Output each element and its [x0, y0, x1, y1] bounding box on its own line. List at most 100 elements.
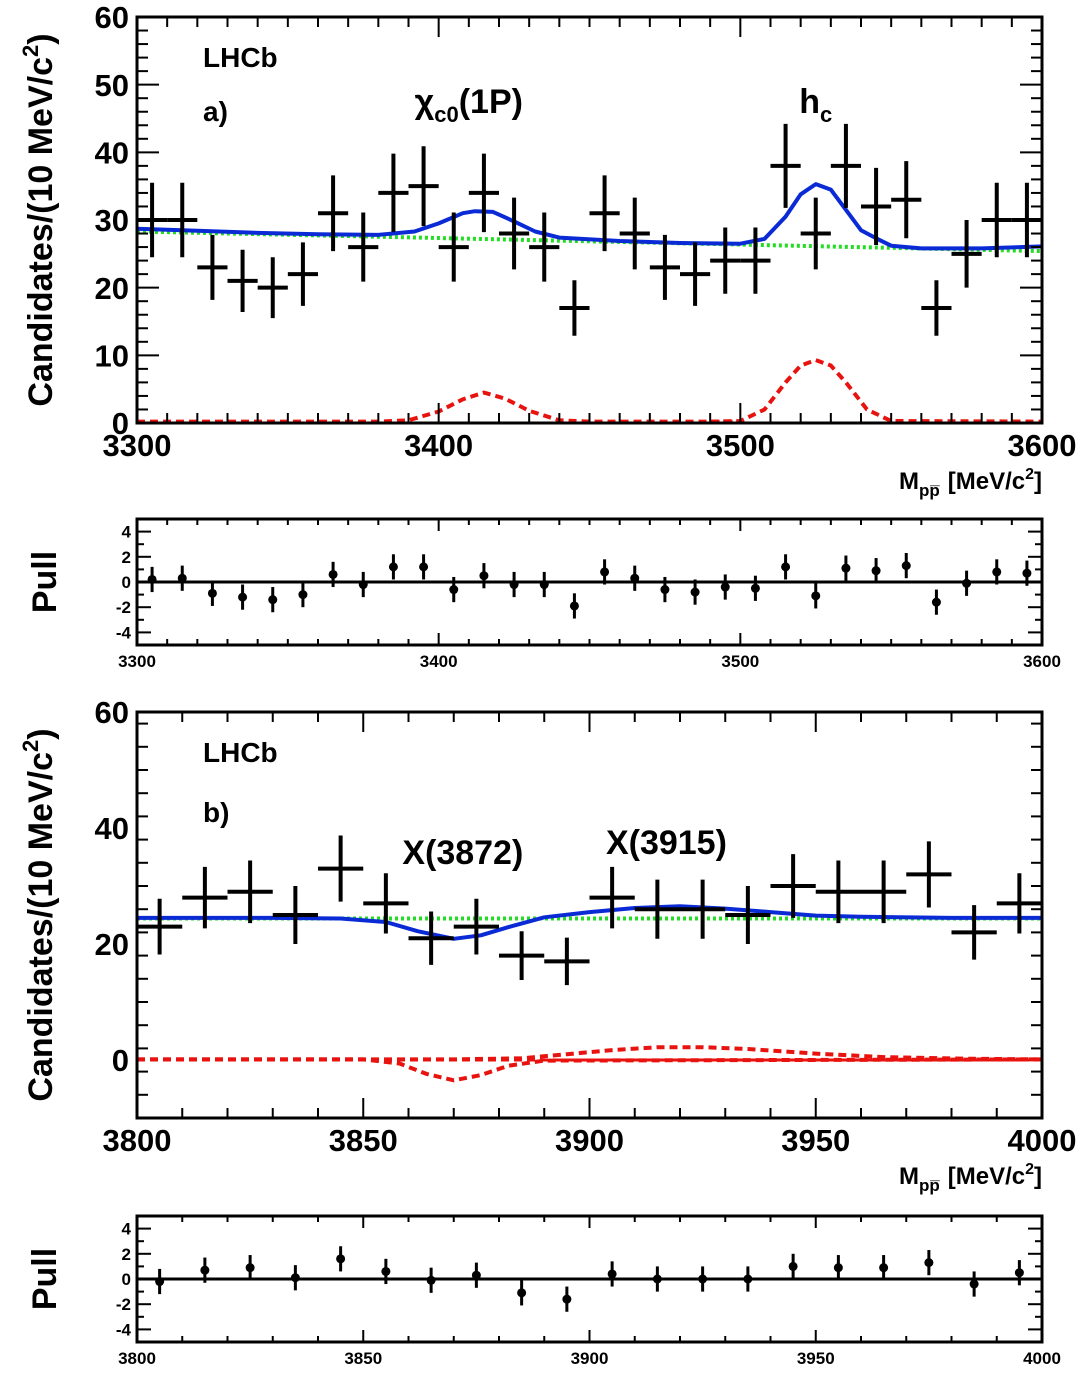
pull-point	[720, 574, 730, 600]
pull-y-tick-label: 2	[122, 548, 131, 567]
pull-x-tick-label: 4000	[1023, 1349, 1061, 1368]
pull-x-tick-label: 3600	[1023, 652, 1061, 671]
pull-x-tick-label: 3900	[571, 1349, 609, 1368]
data-point	[951, 905, 997, 960]
data-point	[408, 911, 454, 965]
pull-marker	[200, 1265, 210, 1275]
x-axis-title-sup: 2	[1025, 1161, 1034, 1178]
pull-point	[388, 554, 398, 580]
pull-marker	[155, 1277, 165, 1287]
pull-point	[788, 1253, 798, 1279]
panel-label: a)	[203, 96, 228, 127]
data-point	[137, 898, 183, 955]
pull-point	[690, 579, 700, 605]
data-point	[815, 860, 861, 924]
peak-label-text: h	[799, 83, 820, 121]
pull-marker	[238, 592, 248, 602]
pull-marker	[419, 562, 429, 572]
pull-y-tick-label: -2	[116, 1295, 131, 1314]
peak-label-text: X(3872)	[402, 834, 523, 872]
data-point	[287, 242, 318, 306]
pull-point	[698, 1266, 708, 1292]
pull-y-tick-label: -2	[116, 598, 131, 617]
pull-marker	[509, 580, 519, 590]
pull-point	[660, 576, 670, 603]
pull-marker	[901, 561, 911, 571]
pull-marker	[750, 583, 760, 593]
data-point	[619, 197, 650, 270]
data-point	[770, 123, 801, 208]
pull-point	[290, 1265, 300, 1291]
data-point	[257, 257, 288, 319]
data-point	[680, 242, 711, 306]
pull-marker	[743, 1274, 753, 1284]
pull-marker	[381, 1266, 391, 1276]
main-y-tick-label: 10	[95, 338, 129, 373]
data-point	[861, 860, 907, 924]
pull-point	[569, 593, 579, 619]
x-axis-title-unit: [MeV/c	[948, 468, 1025, 495]
pull-marker	[388, 562, 398, 572]
pull-point	[969, 1271, 979, 1297]
pull-marker	[328, 569, 338, 579]
data-point	[438, 212, 469, 282]
x-axis-title-sub: pp̅	[919, 481, 940, 500]
data-point	[559, 280, 590, 336]
pull-point	[992, 559, 1002, 585]
pull-y-tick-label: 0	[122, 1270, 131, 1289]
data-point	[363, 873, 409, 934]
data-point	[529, 212, 560, 282]
pull-marker	[969, 1279, 979, 1289]
pull-point	[562, 1286, 572, 1312]
data-point	[453, 898, 499, 955]
data-point	[649, 234, 680, 300]
signal-curve	[137, 1045, 1042, 1062]
data-point	[499, 197, 530, 270]
pull-point	[539, 571, 549, 598]
pull-marker	[1014, 1268, 1024, 1278]
x-axis-title-close: ]	[1034, 1163, 1042, 1190]
pull-point	[471, 1262, 481, 1288]
pull-point	[962, 570, 972, 596]
data-point	[725, 886, 771, 944]
data-point	[710, 227, 741, 294]
data-point	[921, 280, 952, 336]
pull-point	[147, 566, 157, 593]
experiment-label: LHCb	[203, 737, 278, 768]
main-x-tick-label: 4000	[1008, 1123, 1077, 1158]
pull-x-tick-label: 3950	[797, 1349, 835, 1368]
pull-point	[1014, 1260, 1024, 1286]
data-point	[770, 854, 816, 918]
pull-x-tick-label: 3850	[344, 1349, 382, 1368]
x-axis-title-main: M	[899, 468, 919, 495]
pull-marker	[268, 595, 278, 605]
pull-point	[381, 1258, 391, 1285]
signal-curve	[137, 1057, 1042, 1083]
y-axis-title: Candidates/(10 MeV/c2)	[18, 33, 60, 406]
pull-marker	[449, 585, 459, 595]
pull-marker	[660, 585, 670, 595]
pull-marker	[245, 1263, 255, 1273]
pull-point	[358, 571, 368, 598]
pull-point	[328, 561, 338, 588]
pull-point	[419, 554, 429, 580]
pull-marker	[931, 597, 941, 607]
data-point	[906, 841, 952, 908]
main-y-tick-label: 20	[95, 927, 129, 962]
data-point	[830, 123, 861, 208]
pull-point	[630, 565, 640, 591]
main-x-tick-label: 3900	[555, 1123, 624, 1158]
data-point	[951, 220, 982, 288]
pull-marker	[879, 1263, 889, 1273]
total-fit-line	[137, 182, 1042, 251]
pull-point	[652, 1266, 662, 1292]
main-x-tick-label: 3600	[1008, 428, 1077, 463]
pull-point	[600, 559, 610, 585]
main-x-tick-label: 3800	[103, 1123, 172, 1158]
pull-point	[517, 1280, 527, 1306]
data-point	[227, 860, 273, 924]
peak-label-text: X(3915)	[606, 824, 727, 862]
pull-y-tick-label: 0	[122, 573, 131, 592]
pull-point	[781, 554, 791, 580]
